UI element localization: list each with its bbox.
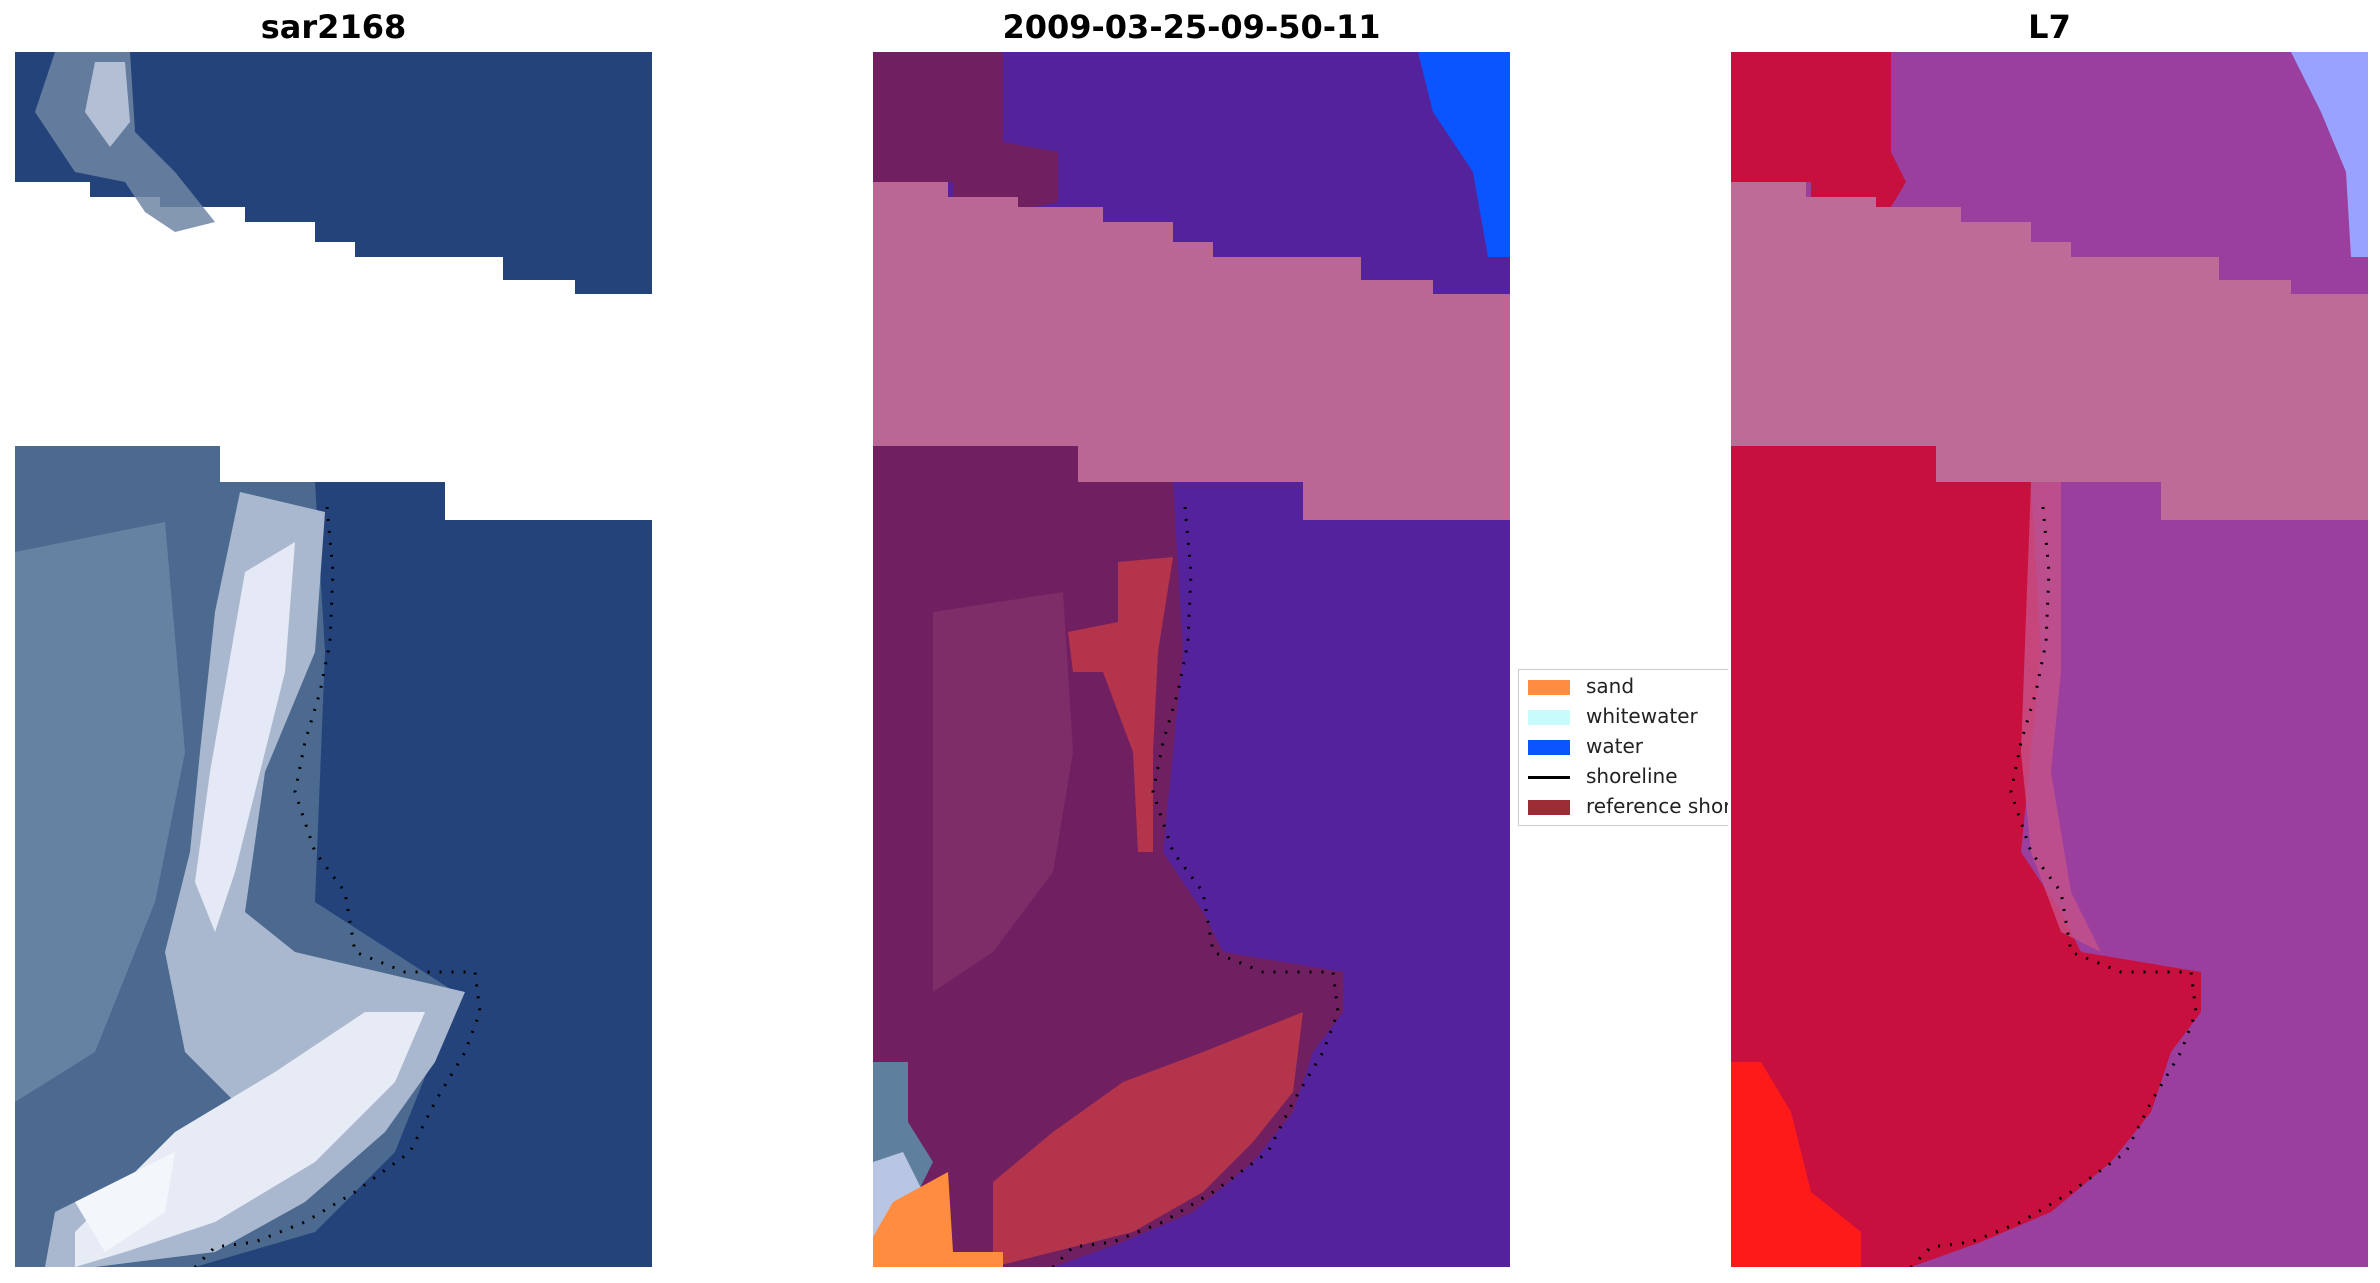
- panel-title-rgb: sar2168: [15, 6, 652, 48]
- water-swatch: [1528, 740, 1570, 755]
- whitewater-swatch: [1528, 710, 1570, 725]
- classified-image: [873, 52, 1510, 1267]
- legend-item-reference-shoreline: reference shoreline: [1519, 793, 1728, 819]
- legend-item-shoreline: shoreline: [1519, 763, 1728, 789]
- rgb-image-panel: [15, 52, 652, 1267]
- legend-label-shoreline: shoreline: [1586, 763, 1678, 789]
- panel-title-falsecolor: L7: [1731, 6, 2368, 48]
- legend-label-sand: sand: [1586, 673, 1634, 699]
- sand-swatch: [1528, 680, 1570, 695]
- legend-item-whitewater: whitewater: [1519, 703, 1728, 729]
- legend-item-water: water: [1519, 733, 1728, 759]
- legend-label-whitewater: whitewater: [1586, 703, 1698, 729]
- legend: sand whitewater water shoreline referenc…: [1518, 669, 1728, 826]
- shoreline-line: [1528, 776, 1570, 779]
- falsecolor-image: [1731, 52, 2368, 1267]
- reference-shoreline-swatch: [1528, 800, 1570, 815]
- legend-label-reference-shoreline: reference shoreline: [1586, 793, 1728, 819]
- falsecolor-image-panel: [1731, 52, 2368, 1267]
- classified-image-panel: [873, 52, 1510, 1267]
- legend-label-water: water: [1586, 733, 1643, 759]
- legend-item-sand: sand: [1519, 673, 1728, 699]
- rgb-image: [15, 52, 652, 1267]
- panel-title-classified: 2009-03-25-09-50-11: [873, 6, 1510, 48]
